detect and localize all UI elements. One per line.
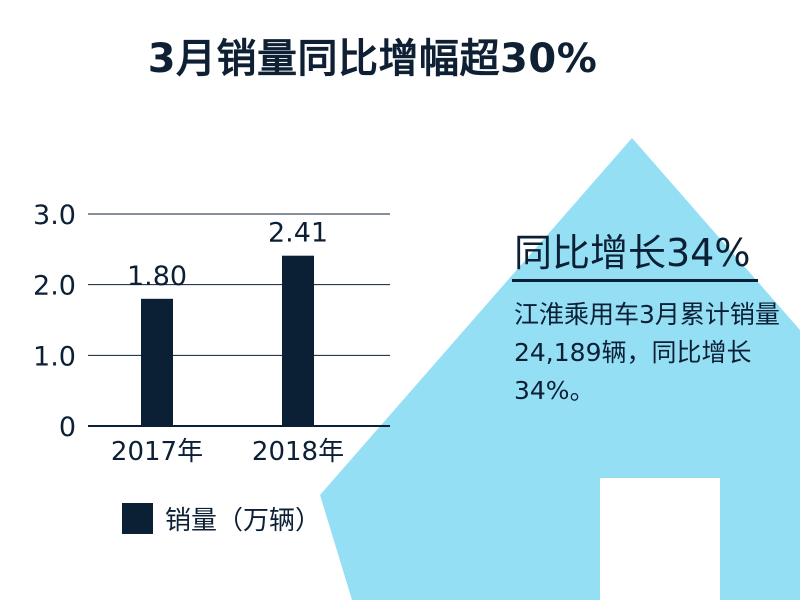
legend-swatch (122, 503, 153, 534)
growth-headline: 同比增长34% (514, 231, 751, 275)
y-tick-label: 0 (59, 412, 76, 443)
chart-legend: 销量（万辆） (122, 500, 321, 537)
sales-description: 江淮乘用车3月累计销量24,189辆，同比增长34%。 (514, 300, 780, 405)
data-label: 2.41 (268, 218, 328, 249)
x-tick-label: 2018年 (252, 437, 344, 467)
headline-underline (512, 279, 758, 282)
data-label: 1.80 (127, 261, 187, 292)
x-tick-label: 2017年 (111, 437, 203, 467)
arrow-polygon (320, 138, 800, 600)
bar (282, 255, 314, 426)
legend-label: 销量（万辆） (165, 506, 322, 536)
bar (141, 298, 173, 426)
y-tick-label: 3.0 (33, 200, 76, 231)
page-title: 3月销量同比增幅超30% (147, 36, 598, 82)
y-tick-label: 2.0 (33, 271, 76, 302)
y-tick-label: 1.0 (33, 341, 76, 372)
